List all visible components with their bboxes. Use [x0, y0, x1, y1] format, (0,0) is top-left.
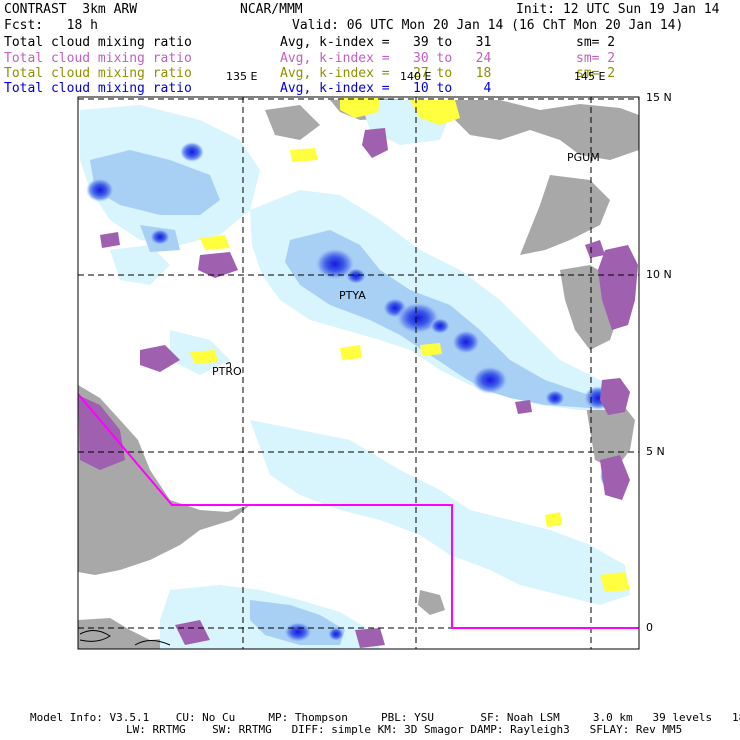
map-frame — [77, 96, 640, 650]
lat-label-5n: 5 N — [646, 445, 665, 458]
field-3-name: Total cloud mixing ratio — [4, 66, 192, 81]
graticule — [78, 97, 639, 649]
land-new-guinea-west — [78, 470, 150, 525]
field-4-stat: Avg, k-index = 10 to 4 — [280, 81, 492, 96]
boundary-lines — [78, 393, 639, 629]
valid-time: Valid: 06 UTC Mon 20 Jan 14 (16 ChT Mon … — [292, 18, 684, 33]
lon-label-140e: 140 E — [400, 70, 432, 83]
forecast-hour: Fcst: 18 h — [4, 18, 98, 33]
station-ptro: PTRO — [212, 365, 242, 378]
field-3-stat: Avg, k-index = 27 to 18 — [280, 66, 492, 81]
land-new-guinea — [78, 385, 250, 575]
station-ptya: PTYA — [339, 289, 366, 302]
model-title: CONTRAST 3km ARW — [4, 2, 138, 17]
station-pgum: PGUM — [567, 151, 600, 164]
coastlines — [79, 362, 231, 646]
lon-label-145e: 145 E — [574, 70, 606, 83]
model-info-line-1: Model Info: V3.5.1 CU: No Cu MP: Thompso… — [30, 711, 740, 724]
weather-map — [77, 96, 640, 650]
lat-label-10n: 10 N — [646, 268, 672, 281]
land-right-lower — [585, 395, 635, 470]
field-1-smoothing: sm= 2 — [576, 35, 616, 50]
init-time: Init: 12 UTC Sun 19 Jan 14 — [516, 2, 720, 17]
land-scattered-1 — [265, 105, 320, 140]
lat-label-0: 0 — [646, 621, 653, 634]
land-top-right-east — [520, 175, 610, 255]
field-4-name: Total cloud mixing ratio — [4, 81, 192, 96]
map-plot-area — [78, 97, 639, 649]
land-scattered-2 — [418, 590, 445, 615]
land-marianas — [450, 100, 639, 160]
field-2-name: Total cloud mixing ratio — [4, 51, 192, 66]
field-2-smoothing: sm= 2 — [576, 51, 616, 66]
cloud-ice — [78, 128, 638, 648]
field-1-stat: Avg, k-index = 39 to 31 — [280, 35, 492, 50]
field-2-stat: Avg, k-index = 30 to 24 — [280, 51, 492, 66]
field-3-smoothing: sm= 2 — [576, 66, 616, 81]
cloud-low — [190, 98, 630, 592]
field-1-name: Total cloud mixing ratio — [4, 35, 192, 50]
lat-label-15n: 15 N — [646, 91, 672, 104]
lon-label-135e: 135 E — [226, 70, 258, 83]
model-info-line-2: LW: RRTMG SW: RRTMG DIFF: simple KM: 3D … — [126, 723, 683, 736]
organization: NCAR/MMM — [240, 2, 303, 17]
